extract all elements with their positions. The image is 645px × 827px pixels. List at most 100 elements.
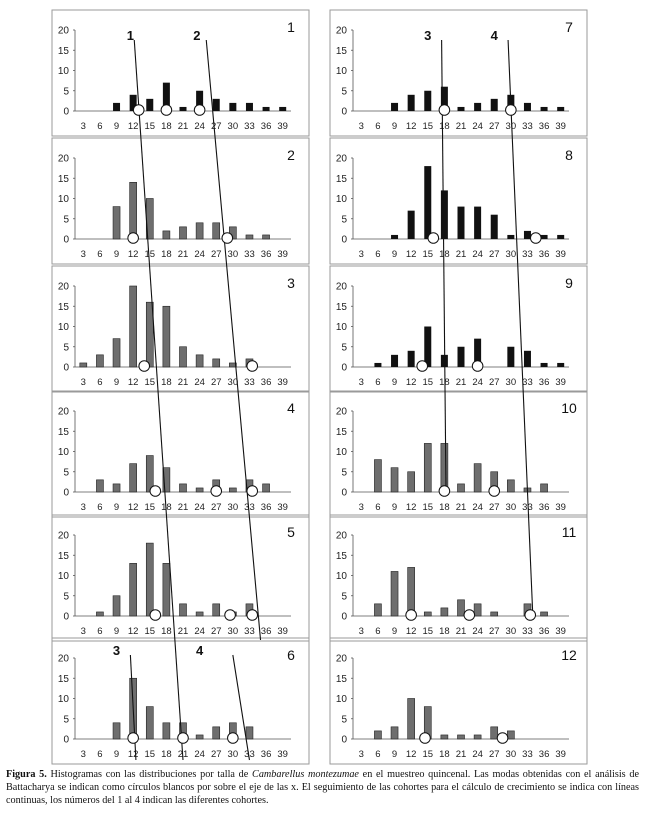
x-tick-label: 18 — [439, 121, 450, 132]
cohort-label-3a: 3 — [113, 643, 120, 658]
bar-3-3 — [79, 362, 88, 368]
panel-number: 1 — [287, 19, 295, 35]
y-tick-label: 5 — [341, 467, 347, 478]
mode-circle-11 — [463, 609, 476, 621]
x-tick-label: 39 — [555, 121, 566, 132]
y-tick-label: 20 — [58, 26, 70, 37]
histogram-panel-4: 05101520369121518212427303336394 — [51, 390, 310, 518]
x-tick-label: 36 — [261, 377, 272, 388]
x-tick-label: 33 — [244, 377, 255, 388]
bar-3-24 — [195, 354, 204, 368]
bar-6-33 — [245, 726, 254, 740]
bar-10-18 — [440, 443, 449, 493]
bar-2-21 — [179, 226, 187, 240]
bar-4-30 — [229, 487, 237, 493]
bar-4-36 — [262, 483, 270, 493]
x-tick-label: 9 — [392, 626, 397, 637]
y-tick-label: 20 — [58, 154, 70, 165]
bar-3-9 — [112, 338, 121, 368]
x-tick-label: 36 — [539, 249, 550, 260]
x-tick-label: 9 — [392, 249, 397, 260]
x-tick-label: 12 — [406, 749, 417, 760]
y-tick-label: 10 — [58, 66, 70, 77]
x-tick-label: 12 — [406, 502, 417, 513]
y-tick-label: 15 — [336, 302, 348, 313]
bar-8-27 — [490, 214, 498, 239]
bar-6-18 — [162, 722, 171, 740]
x-tick-label: 27 — [489, 502, 500, 513]
caption-species: Cambarellus montezumae — [252, 769, 359, 780]
mode-circle-5 — [246, 609, 259, 621]
bar-2-9 — [112, 206, 121, 240]
y-tick-label: 20 — [336, 531, 348, 542]
bar-3-27 — [212, 358, 221, 368]
x-tick-label: 12 — [128, 121, 139, 132]
panel-number: 2 — [287, 147, 295, 163]
cohort-line-2 — [205, 39, 262, 641]
y-tick-label: 15 — [336, 551, 348, 562]
x-tick-label: 21 — [178, 377, 189, 388]
panel-frame — [329, 9, 588, 137]
bar-11-6 — [374, 603, 382, 617]
x-tick-label: 27 — [211, 377, 222, 388]
x-tick-label: 12 — [128, 377, 139, 388]
bar-12-24 — [473, 734, 482, 740]
y-tick-label: 10 — [58, 194, 70, 205]
mode-circles-layer — [127, 104, 542, 744]
x-tick-label: 6 — [375, 749, 380, 760]
x-tick-label: 6 — [375, 626, 380, 637]
cohort-line-1 — [133, 39, 184, 761]
panel-frame — [329, 137, 588, 265]
x-tick-label: 27 — [489, 626, 500, 637]
mode-circle-9 — [416, 360, 429, 372]
bar-5-21 — [179, 603, 187, 617]
x-tick-label: 21 — [178, 249, 189, 260]
histogram-panel-6: 05101520369121518212427303336396 — [51, 637, 310, 765]
x-tick-label: 21 — [178, 121, 189, 132]
x-tick-label: 15 — [144, 749, 155, 760]
cohort-labels-layer: 1 23 43 4 — [113, 28, 499, 658]
x-tick-label: 18 — [439, 502, 450, 513]
bar-3-12 — [129, 285, 137, 368]
bar-7-21 — [457, 106, 465, 111]
y-tick-label: 15 — [336, 174, 348, 185]
x-tick-label: 33 — [522, 377, 533, 388]
x-tick-label: 39 — [277, 626, 288, 637]
x-tick-label: 33 — [522, 749, 533, 760]
x-tick-label: 33 — [522, 121, 533, 132]
x-tick-label: 18 — [161, 377, 172, 388]
x-tick-label: 6 — [97, 626, 102, 637]
panel-number: 11 — [562, 524, 577, 540]
bar-8-21 — [457, 206, 465, 239]
bar-9-21 — [457, 346, 465, 367]
bar-1-39 — [279, 106, 287, 111]
bar-9-6 — [374, 362, 382, 367]
bar-5-12 — [129, 563, 137, 617]
mode-circle-4 — [210, 485, 223, 497]
x-tick-label: 24 — [194, 749, 205, 760]
x-tick-label: 36 — [539, 502, 550, 513]
x-tick-label: 30 — [506, 626, 517, 637]
bar-1-21 — [179, 106, 187, 111]
bar-10-24 — [473, 463, 482, 493]
x-tick-label: 18 — [161, 121, 172, 132]
bar-8-33 — [523, 230, 531, 239]
x-tick-label: 33 — [244, 121, 255, 132]
x-tick-label: 27 — [211, 502, 222, 513]
x-tick-label: 12 — [128, 249, 139, 260]
bar-1-30 — [229, 102, 237, 111]
bar-1-33 — [245, 102, 253, 111]
caption-label: Figura 5. — [6, 769, 47, 780]
mode-circle-12 — [496, 732, 509, 744]
bar-11-36 — [540, 611, 548, 617]
panel-number: 5 — [287, 524, 295, 540]
bar-12-6 — [374, 730, 382, 740]
x-tick-label: 18 — [161, 626, 172, 637]
bar-11-15 — [423, 611, 432, 617]
bar-1-24 — [196, 90, 204, 111]
x-tick-label: 36 — [261, 249, 272, 260]
bar-7-39 — [557, 106, 565, 111]
